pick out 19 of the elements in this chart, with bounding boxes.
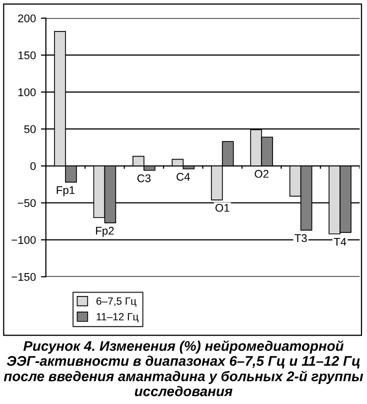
- x-tick-label: O2: [254, 170, 268, 178]
- y-tick-label: 100: [18, 88, 36, 96]
- legend-label: 11–12 Гц: [96, 313, 138, 322]
- y-tick-label: −50: [18, 199, 36, 207]
- x-tick-label: Fp1: [56, 186, 75, 196]
- x-tick-label: T3: [294, 234, 307, 242]
- y-tick-label: −150: [12, 273, 36, 281]
- x-tick-label: C4: [176, 172, 190, 181]
- y-tick-label: 50: [24, 125, 36, 134]
- y-tick-label: −100: [12, 236, 36, 244]
- y-tick-label: 150: [18, 51, 36, 60]
- x-tick-label: T4: [334, 238, 346, 246]
- x-tick-label: C3: [137, 174, 151, 182]
- x-tick-label: Fp2: [96, 226, 114, 237]
- legend-label: 6–7,5 Гц: [96, 297, 136, 307]
- y-tick-label: 200: [18, 14, 36, 22]
- y-tick-label: 0: [30, 162, 36, 170]
- text: Рисунок 4. Изменения (%) нейромедиаторной ЭЭГ-активности в диапазонах 6–7,5 Гц и 11–12 Гц после введения амантадина у больных 2-й группы исследования: [4, 340, 364, 396]
- x-tick-label: O1: [215, 204, 230, 212]
